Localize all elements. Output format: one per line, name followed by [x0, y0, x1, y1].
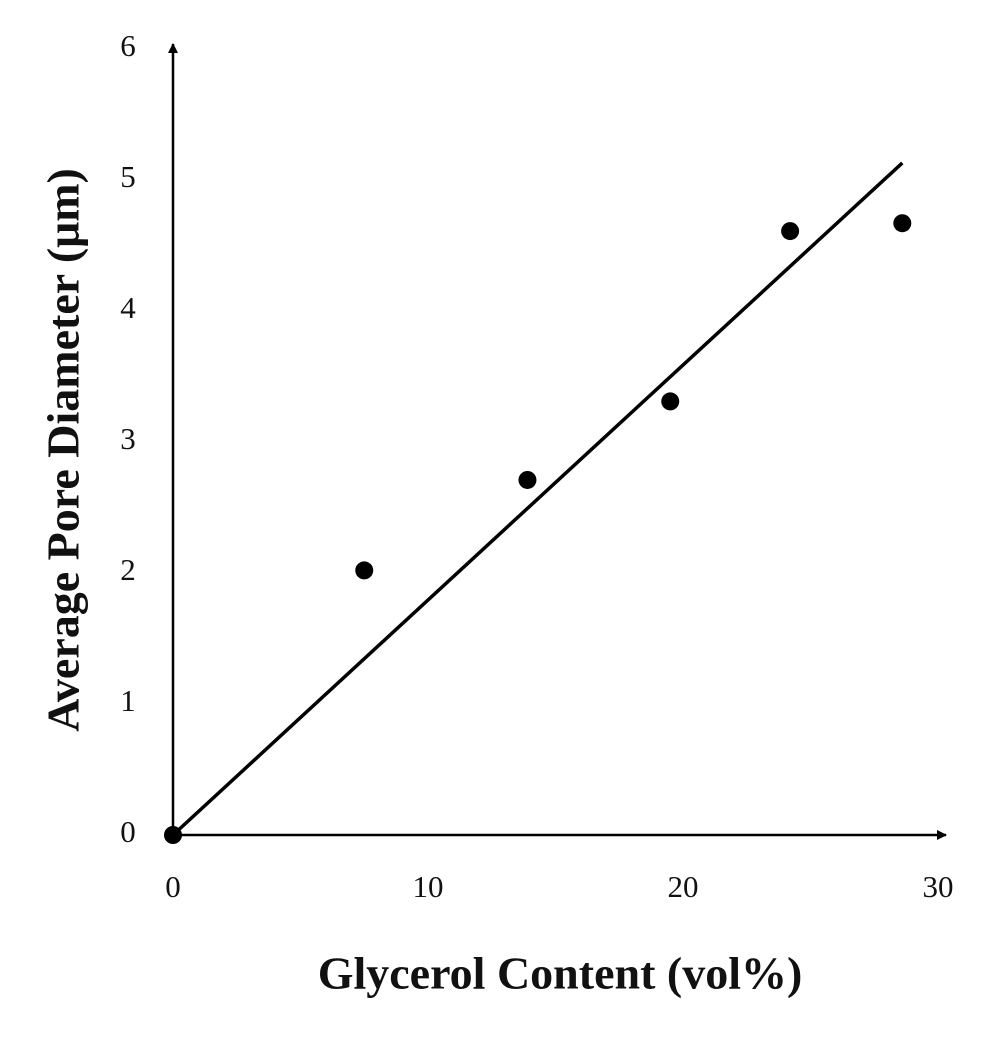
- y-tick-label: 1: [120, 683, 136, 718]
- y-tick-label: 6: [120, 28, 136, 63]
- point: [518, 470, 537, 489]
- point: [164, 826, 182, 844]
- y-tick-label: 0: [120, 814, 136, 849]
- y-tick-label: 2: [120, 552, 136, 587]
- point: [781, 222, 800, 241]
- point: [893, 214, 912, 233]
- x-tick-label: 20: [668, 869, 699, 904]
- y-tick-label: 4: [120, 290, 136, 325]
- y-tick-label: 5: [120, 159, 136, 194]
- point: [661, 392, 680, 411]
- x-axis-title: Glycerol Content (vol%): [318, 948, 803, 999]
- x-tick-label: 0: [165, 869, 181, 904]
- y-axis-title: Average Pore Diameter (μm): [38, 168, 89, 732]
- y-tick-label: 3: [120, 421, 136, 456]
- point: [355, 561, 374, 580]
- x-tick-label: 30: [923, 869, 954, 904]
- trend-line: [171, 161, 904, 837]
- x-tick-label: 10: [413, 869, 444, 904]
